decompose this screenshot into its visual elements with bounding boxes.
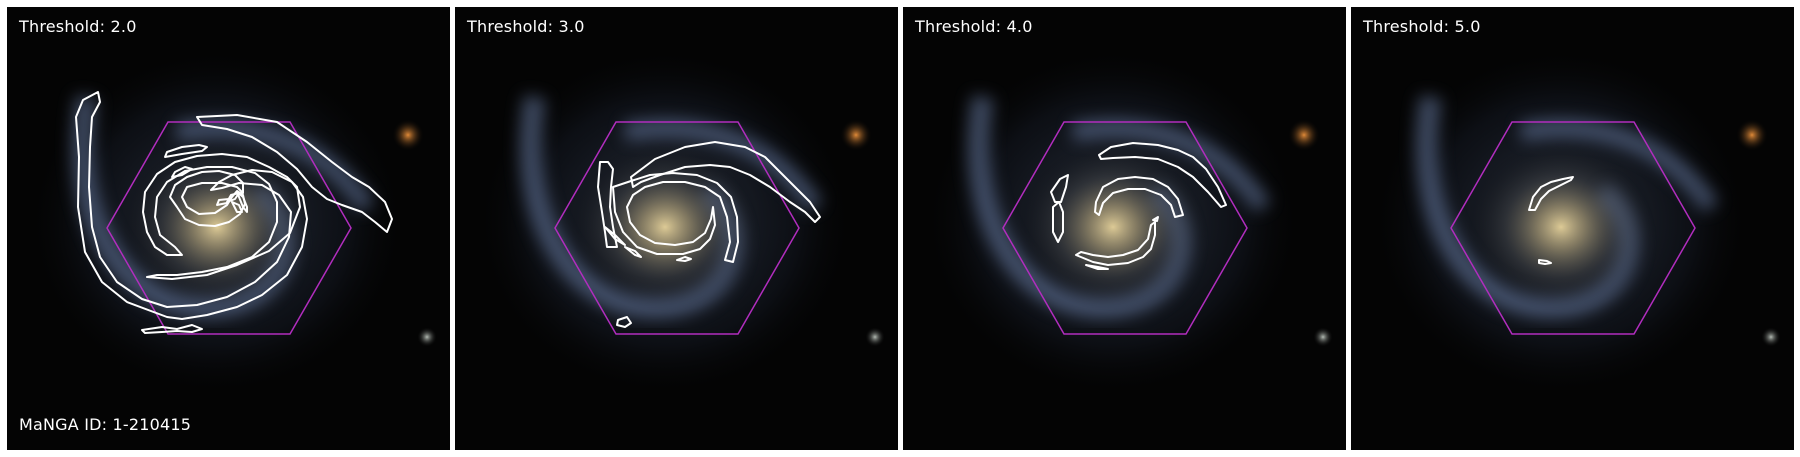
ifu-hexagon-footprint xyxy=(554,121,800,335)
contours-threshold-2 xyxy=(75,91,393,334)
foreground-star-orange xyxy=(840,119,872,151)
foreground-star-orange xyxy=(1736,119,1768,151)
threshold-label: Threshold: 2.0 xyxy=(19,17,137,36)
manga-id-label: MaNGA ID: 1-210415 xyxy=(19,415,192,434)
foreground-star-orange xyxy=(392,119,424,151)
galaxy-core xyxy=(122,142,312,312)
ifu-hexagon-footprint xyxy=(1002,121,1248,335)
foreground-star-white xyxy=(865,327,885,347)
galaxy-core xyxy=(1466,142,1656,312)
foreground-star-orange xyxy=(1288,119,1320,151)
ifu-hexagon-footprint xyxy=(106,121,352,335)
contours-threshold-3 xyxy=(597,141,821,328)
threshold-label: Threshold: 5.0 xyxy=(1363,17,1481,36)
galaxy-panel-threshold-2: Threshold: 2.0 MaNGA ID: 1-210415 xyxy=(7,7,450,450)
foreground-star-white xyxy=(417,327,437,347)
galaxy-panel-threshold-3: Threshold: 3.0 xyxy=(455,7,898,450)
galaxy-panel-threshold-5: Threshold: 5.0 xyxy=(1351,7,1794,450)
threshold-label: Threshold: 3.0 xyxy=(467,17,585,36)
galaxy-image xyxy=(7,7,450,450)
contours-threshold-4 xyxy=(1050,142,1227,270)
galaxy-image xyxy=(1351,7,1794,450)
galaxy-image xyxy=(455,7,898,450)
foreground-star-white xyxy=(1761,327,1781,347)
foreground-star-white xyxy=(1313,327,1333,347)
contours-threshold-5 xyxy=(1528,176,1574,265)
ifu-hexagon-footprint xyxy=(1450,121,1696,335)
threshold-label: Threshold: 4.0 xyxy=(915,17,1033,36)
galaxy-image xyxy=(903,7,1346,450)
galaxy-panel-threshold-4: Threshold: 4.0 xyxy=(903,7,1346,450)
